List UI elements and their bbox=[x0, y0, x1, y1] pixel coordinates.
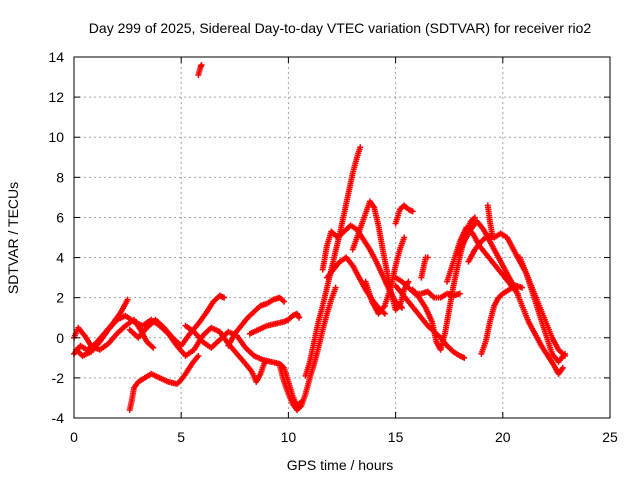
data-point bbox=[150, 344, 157, 351]
data-point bbox=[559, 364, 566, 371]
x-tick-label: 15 bbox=[388, 429, 404, 445]
y-tick-label: 0 bbox=[56, 330, 64, 346]
data-point bbox=[401, 234, 408, 241]
data-point bbox=[405, 278, 412, 285]
series-arc-27 bbox=[516, 254, 568, 365]
series-arc-16 bbox=[362, 234, 408, 317]
y-tick-label: 8 bbox=[56, 169, 64, 185]
data-point bbox=[281, 298, 288, 305]
series-arc-6 bbox=[126, 292, 228, 349]
y-axis-label: SDTVAR / TECUs bbox=[5, 182, 21, 294]
chart-title: Day 299 of 2025, Sidereal Day-to-day VTE… bbox=[89, 20, 592, 36]
x-tick-label: 0 bbox=[70, 429, 78, 445]
series-arc-21 bbox=[409, 214, 478, 353]
data-point bbox=[519, 284, 526, 291]
y-tick-label: -2 bbox=[52, 370, 65, 386]
x-tick-label: 25 bbox=[602, 429, 618, 445]
data-point bbox=[332, 284, 339, 291]
y-tick-label: -4 bbox=[52, 410, 65, 426]
data-point bbox=[195, 352, 202, 359]
x-axis-label: GPS time / hours bbox=[287, 457, 394, 473]
data-point bbox=[456, 290, 463, 297]
series-arc-17 bbox=[392, 202, 416, 227]
series-arc-13 bbox=[319, 222, 406, 311]
series-arc-5 bbox=[195, 62, 205, 79]
data-point bbox=[409, 208, 416, 215]
y-tick-label: 6 bbox=[56, 209, 64, 225]
x-tick-label: 5 bbox=[177, 429, 185, 445]
series-arc-24 bbox=[484, 202, 496, 237]
series-arc-23 bbox=[454, 218, 566, 377]
data-point bbox=[561, 350, 568, 357]
data-point bbox=[461, 354, 468, 361]
data-point bbox=[471, 214, 478, 221]
x-tick-label: 20 bbox=[495, 429, 511, 445]
series-arc-4 bbox=[126, 352, 202, 413]
series-arc-9 bbox=[225, 294, 288, 349]
y-tick-label: 14 bbox=[48, 49, 64, 65]
data-point bbox=[198, 62, 205, 69]
data-point bbox=[296, 314, 303, 321]
data-point bbox=[381, 310, 388, 317]
data-point bbox=[221, 294, 228, 301]
data-marks bbox=[71, 62, 568, 413]
series-arc-26 bbox=[478, 282, 526, 357]
data-point bbox=[424, 254, 431, 261]
y-tick-label: 4 bbox=[56, 250, 64, 266]
y-tick-label: 2 bbox=[56, 290, 64, 306]
plot-frame bbox=[73, 56, 611, 419]
series-arc-20 bbox=[418, 254, 431, 281]
series-arc-10 bbox=[246, 310, 303, 337]
series-arc-11 bbox=[276, 284, 339, 413]
series-arc-15 bbox=[349, 198, 412, 313]
y-tick-label: 10 bbox=[48, 129, 64, 145]
axis-ticks: 0 5 10 15 20 25 -4 -2 0 2 4 6 8 10 12 14 bbox=[48, 49, 618, 445]
series-arc-7 bbox=[199, 324, 268, 385]
data-point bbox=[124, 296, 131, 303]
x-tick-label: 10 bbox=[281, 429, 297, 445]
y-tick-label: 12 bbox=[48, 89, 64, 105]
data-point bbox=[357, 144, 364, 151]
